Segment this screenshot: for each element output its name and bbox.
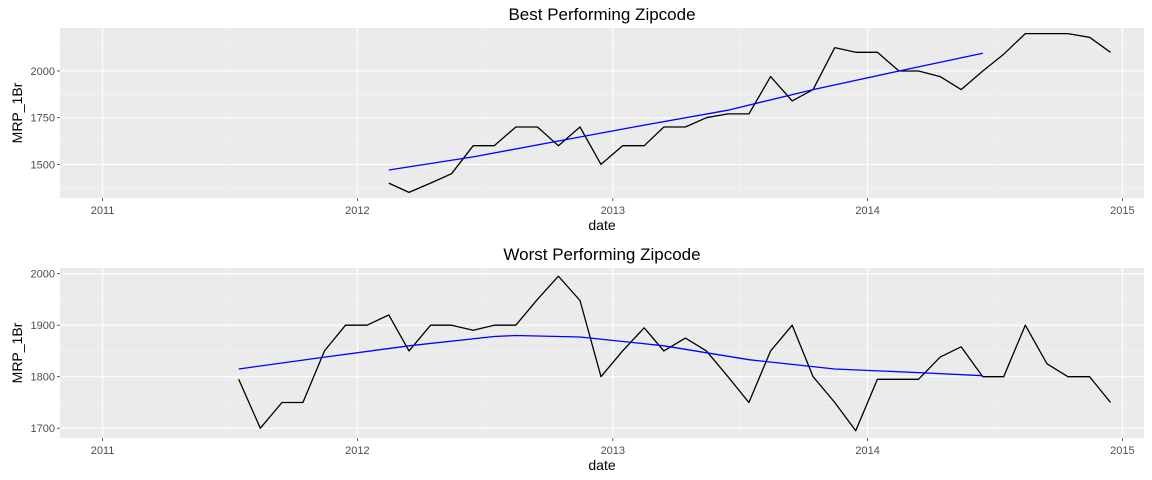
x-tick-label: 2014: [855, 445, 879, 457]
x-tick-label: 2014: [855, 205, 879, 217]
chart-title: Best Performing Zipcode: [508, 5, 695, 24]
x-tick-label: 2015: [1110, 205, 1134, 217]
x-tick-label: 2013: [601, 445, 625, 457]
y-tick-label: 1750: [31, 113, 55, 125]
y-axis-label: MRP_1Br: [9, 322, 25, 383]
x-tick-label: 2015: [1110, 445, 1134, 457]
x-tick-label: 2011: [91, 445, 115, 457]
x-tick-label: 2012: [345, 205, 369, 217]
chart-panel-2: 2011 2012 2013 2014 2015 1700 1800 1900 2000 Wors…: [9, 245, 1144, 473]
data-line: [388, 32, 1111, 194]
x-axis-label: date: [588, 457, 615, 473]
y-tick-label: 1700: [31, 423, 55, 435]
trend-line: [388, 52, 983, 171]
trend-line: [238, 334, 983, 377]
chart-title: Worst Performing Zipcode: [503, 245, 700, 264]
x-tick-label: 2011: [91, 205, 115, 217]
y-tick-label: 2000: [31, 66, 55, 78]
plot-background: [60, 28, 1144, 198]
data-line: [238, 275, 1112, 432]
y-tick-label: 2000: [31, 269, 55, 281]
chart-panel-1: 2011 2012 2013 2014 2015 1500 1750 2000 Best Per…: [9, 5, 1144, 233]
y-tick-label: 1900: [31, 320, 55, 332]
y-tick-label: 1500: [31, 159, 55, 171]
x-tick-label: 2013: [601, 205, 625, 217]
x-axis-label: date: [588, 217, 615, 233]
y-tick-label: 1800: [31, 372, 55, 384]
y-axis-label: MRP_1Br: [9, 82, 25, 143]
plot-background: [60, 268, 1144, 438]
x-tick-label: 2012: [345, 445, 369, 457]
